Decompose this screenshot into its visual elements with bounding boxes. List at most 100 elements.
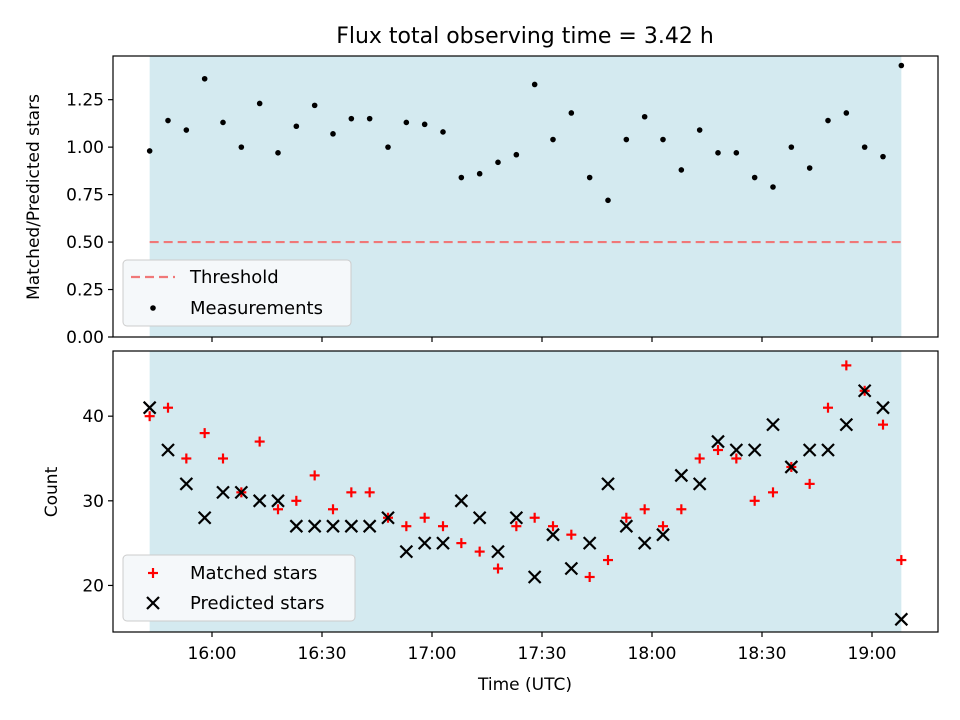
- legend-measurement-label: Measurements: [190, 298, 323, 319]
- top-axes-frame: [112, 55, 939, 338]
- predicted-star-point: [692, 477, 707, 491]
- predicted-star-point: [161, 443, 175, 457]
- measurement-point: [788, 144, 795, 150]
- measurement-point: [238, 144, 245, 150]
- matched-star-point: [713, 445, 723, 456]
- top-ytick-label: 0.50: [66, 233, 104, 253]
- legend-matched-swatch: [148, 568, 158, 578]
- matched-star-point: [878, 419, 888, 430]
- x-axis-label: Time (UTC): [477, 675, 572, 695]
- predicted-star-point: [894, 612, 909, 627]
- matched-star-point: [456, 538, 467, 549]
- predicted-star-point: [362, 519, 377, 533]
- matched-star-point: [438, 521, 448, 532]
- measurement-point: [476, 170, 483, 177]
- matched-star-point: [419, 512, 430, 523]
- matched-star-point: [328, 504, 338, 515]
- matched-star-point: [823, 402, 833, 413]
- predicted-star-point: [454, 494, 469, 508]
- matched-star-point: [566, 529, 577, 540]
- legend-matched-label: Matched stars: [190, 563, 317, 584]
- measurement-point: [495, 159, 501, 166]
- matched-star-point: [144, 411, 155, 422]
- measurement-point: [183, 127, 190, 133]
- predicted-star-point: [674, 468, 689, 483]
- measurement-point: [770, 184, 776, 190]
- predicted-star-point: [289, 519, 304, 533]
- predicted-star-point: [399, 544, 414, 559]
- measurement-point: [458, 174, 465, 181]
- top-y-ticks: 0.00 0.25 0.50 0.75 1.00 1.25: [66, 91, 113, 348]
- measurement-point: [880, 153, 886, 160]
- predicted-star-point: [197, 510, 212, 525]
- predicted-star-point: [546, 527, 560, 542]
- measurement-point: [348, 115, 355, 122]
- predicted-star-point: [179, 477, 194, 491]
- matched-star-point: [364, 487, 375, 498]
- bottom-y-axis-label: Count: [42, 466, 62, 517]
- matched-star-point: [658, 521, 668, 532]
- bottom-legend-box: [122, 554, 356, 622]
- matched-star-point: [694, 453, 705, 464]
- measurement-point: [586, 174, 593, 181]
- top-ytick-label: 0.00: [66, 328, 104, 348]
- top-y-axis-label: Matched/Predicted stars: [24, 94, 44, 300]
- predicted-star-point: [637, 536, 652, 550]
- measurement-point: [275, 150, 281, 156]
- matched-star-point: [163, 402, 173, 413]
- predicted-star-point: [142, 400, 157, 415]
- bottom-x-ticks: 16:00 16:30 17:00 17:30 18:00 18:30 19:00: [188, 632, 897, 664]
- legend-predicted-label: Predicted stars: [190, 593, 324, 614]
- measurement-point: [256, 100, 263, 107]
- predicted-star-point: [381, 510, 395, 525]
- predicted-star-point: [766, 417, 780, 432]
- measurement-point: [678, 167, 685, 173]
- matched-star-point: [474, 546, 485, 557]
- matched-star-point: [731, 453, 742, 464]
- measurement-point: [220, 119, 226, 126]
- matched-star-point: [273, 504, 283, 515]
- matched-star-point: [218, 453, 228, 464]
- predicted-star-point: [564, 561, 579, 576]
- measurement-point: [660, 136, 666, 143]
- measurement-point: [440, 129, 446, 135]
- predicted-star-point: [436, 536, 450, 550]
- bottom-ytick-label: 40: [82, 407, 104, 427]
- predicted-star-point: [711, 434, 725, 449]
- matched-star-point: [621, 512, 632, 523]
- measurement-point: [330, 131, 336, 137]
- predicted-star-point: [216, 485, 230, 500]
- predicted-star-point: [582, 536, 597, 550]
- matched-star-point: [896, 555, 907, 566]
- predicted-star-point: [491, 544, 505, 559]
- xtick-label: 17:30: [518, 644, 567, 664]
- matched-star-point: [584, 571, 595, 582]
- legend-threshold-label: Threshold: [189, 267, 279, 288]
- count-points: [142, 360, 909, 627]
- predicted-star-point: [472, 510, 487, 525]
- predicted-star-point: [857, 384, 872, 398]
- matched-star-point: [548, 521, 558, 532]
- measurement-point: [366, 115, 373, 122]
- matched-star-point: [639, 504, 650, 515]
- measurement-point: [715, 150, 721, 156]
- top-ytick-label: 0.25: [66, 281, 104, 301]
- measurement-point: [605, 197, 611, 204]
- predicted-star-point: [619, 519, 634, 533]
- matched-star-point: [401, 521, 412, 532]
- top-ytick-label: 0.75: [66, 186, 104, 206]
- top-panel: 0.00 0.25 0.50 0.75 1.00 1.25 Matched/Predict…: [24, 55, 939, 348]
- predicted-star-point: [509, 510, 524, 525]
- bottom-y-ticks: 20 30 40: [82, 407, 113, 596]
- bottom-ytick-label: 30: [82, 492, 104, 512]
- matched-star-point: [199, 428, 210, 439]
- matched-star-point: [804, 478, 815, 489]
- measurement-point: [293, 123, 300, 130]
- measurement-point: [825, 117, 831, 124]
- measurement-point: [733, 150, 740, 156]
- measurement-point: [751, 174, 758, 181]
- measurement-point: [861, 144, 868, 150]
- predicted-star-point: [527, 570, 542, 584]
- predicted-star-point: [271, 494, 285, 508]
